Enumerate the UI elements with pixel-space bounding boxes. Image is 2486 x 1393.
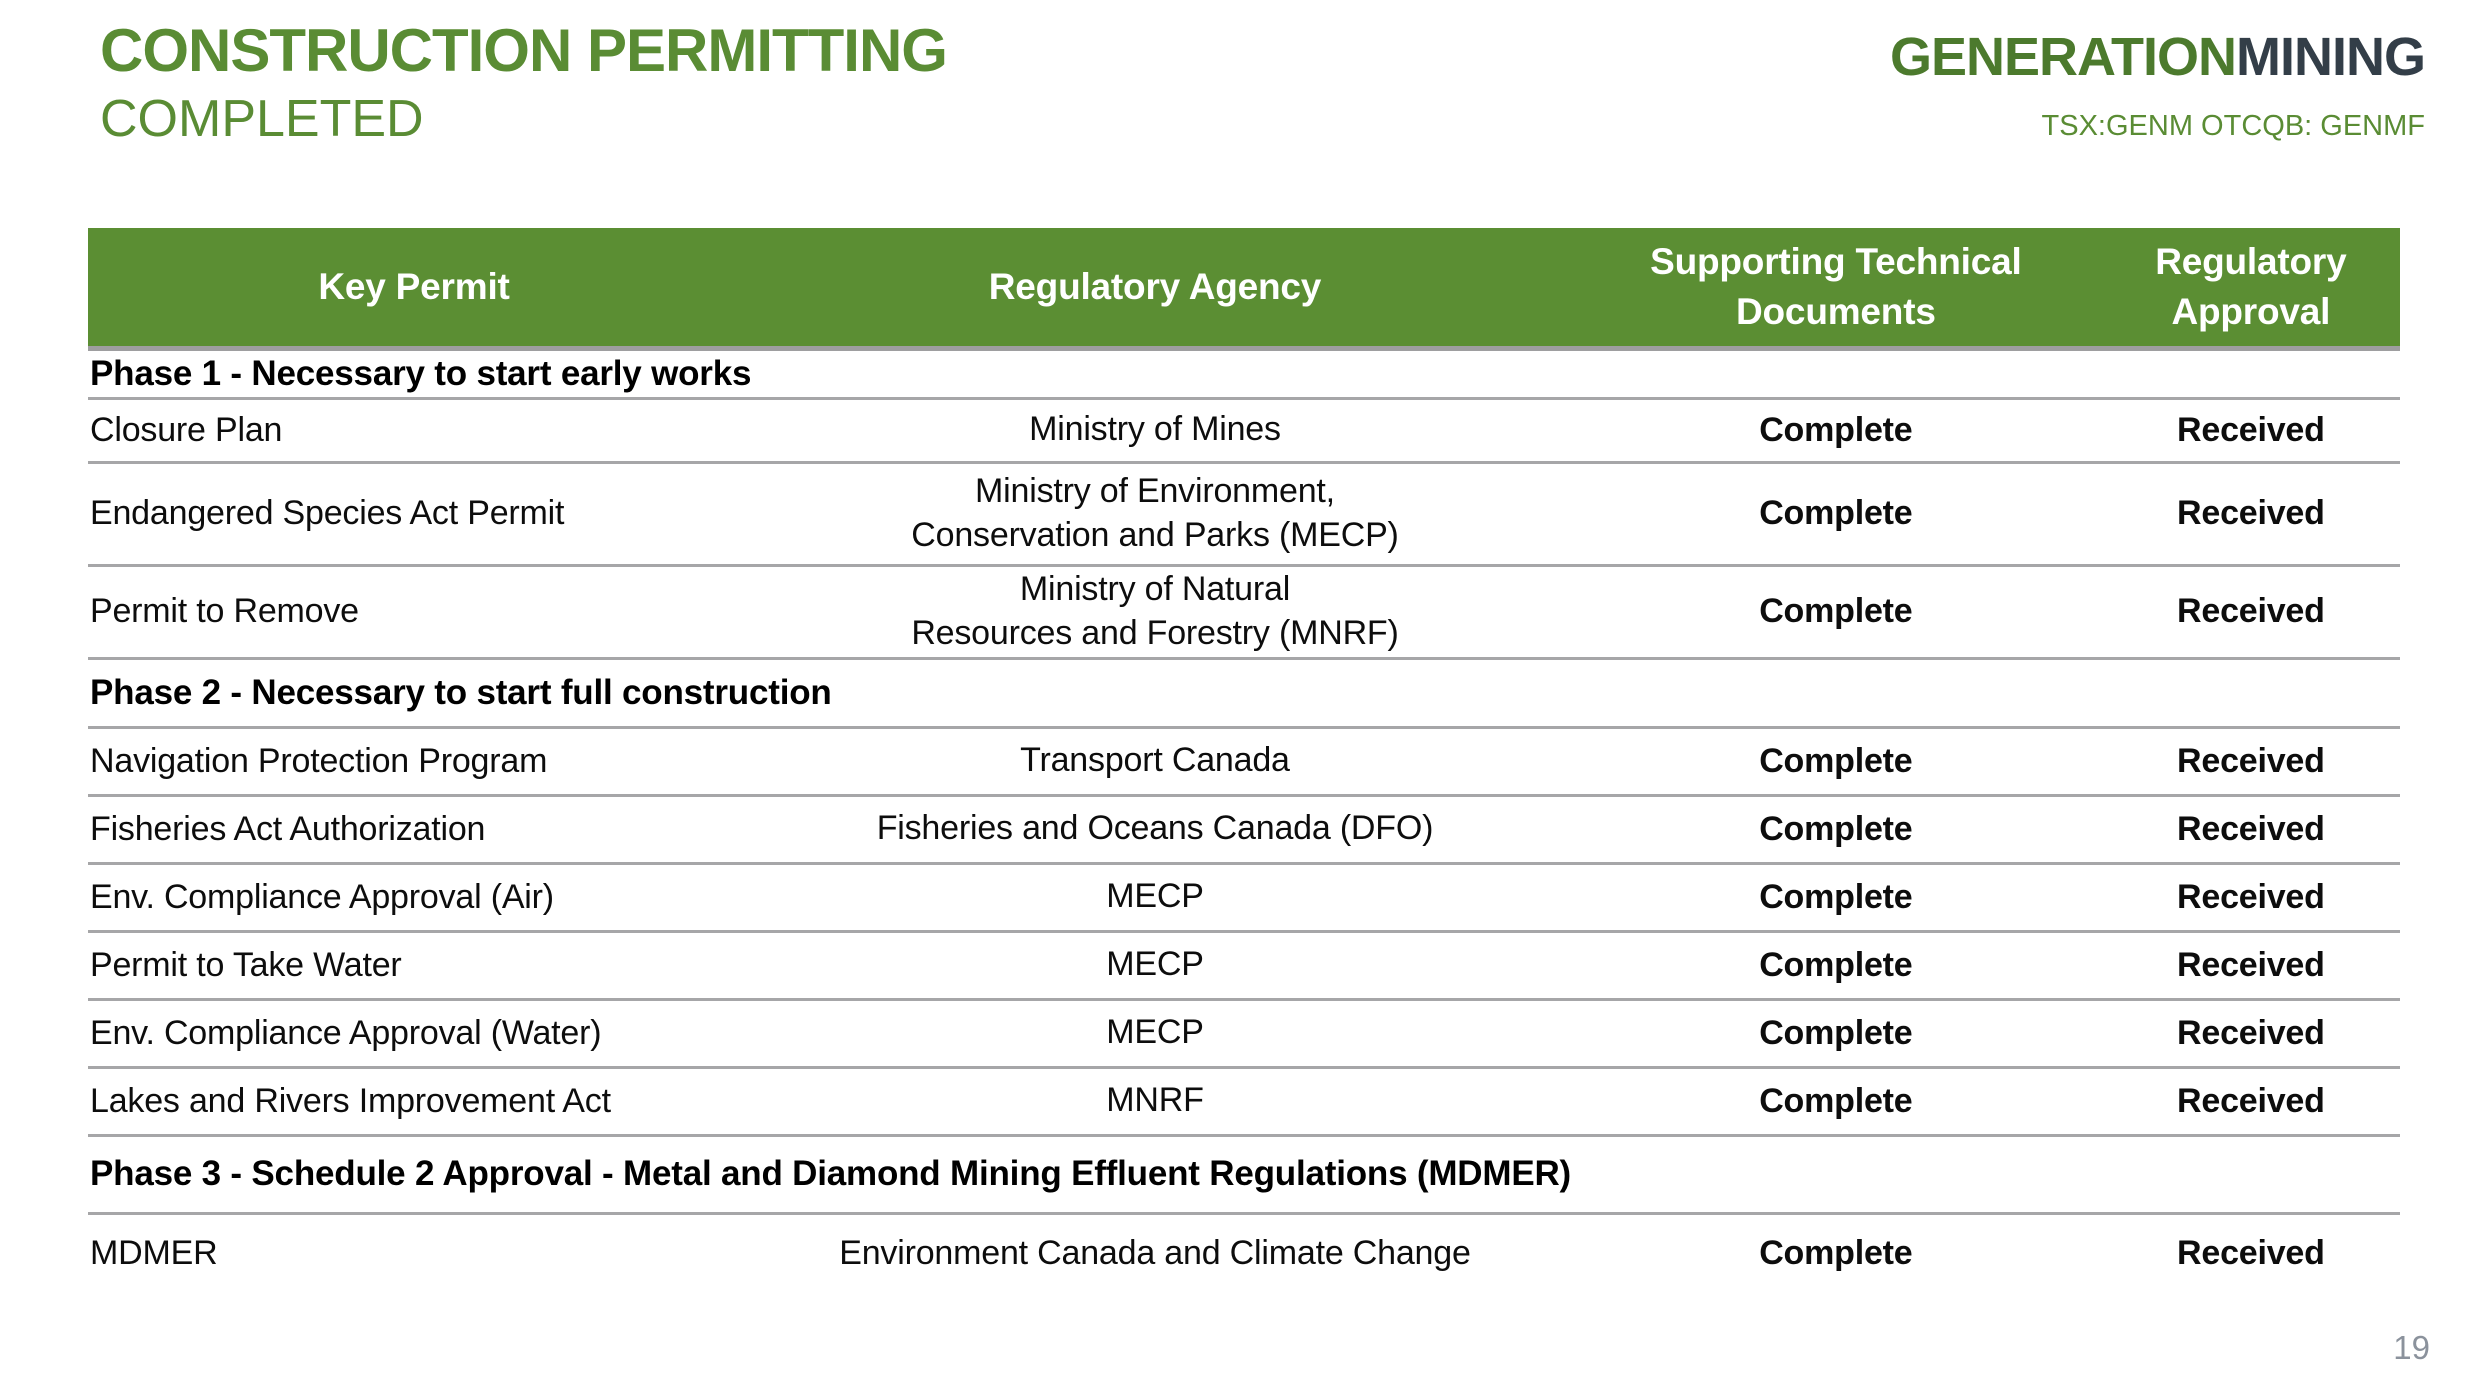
permit-name: Fisheries Act Authorization	[90, 809, 486, 848]
regulatory-agency: MECP	[1106, 945, 1204, 984]
brand-block: GENERATIONMINING TSX:GENM OTCQB: GENMF	[1889, 27, 2426, 143]
regulatory-agency: MECP	[1106, 1013, 1204, 1052]
approval-status: Received	[2177, 494, 2325, 532]
table-row-navigation-protection: Navigation Protection Program Transport …	[88, 727, 2400, 795]
approval-status: Received	[2177, 741, 2325, 780]
approval-status: Received	[2177, 410, 2325, 449]
column-header-regulatory-approval: Regulatory Approval	[2101, 228, 2400, 348]
permit-name: Env. Compliance Approval (Air)	[90, 877, 554, 916]
table-row-endangered-species: Endangered Species Act Permit Ministry o…	[88, 462, 2400, 565]
regulatory-agency: Ministry of Environment, Conservation an…	[911, 471, 1399, 554]
approval-status: Received	[2177, 1013, 2325, 1052]
approval-status: Received	[2177, 945, 2325, 984]
documents-status: Complete	[1759, 592, 1913, 630]
phase-2-label: Phase 2 - Necessary to start full constr…	[90, 672, 832, 712]
documents-status: Complete	[1759, 741, 1913, 780]
documents-status: Complete	[1759, 1013, 1913, 1052]
page-title: CONSTRUCTION PERMITTING	[100, 17, 948, 84]
phase-1-section-row: Phase 1 - Necessary to start early works	[88, 348, 2400, 398]
regulatory-agency: Ministry of Natural Resources and Forest…	[911, 569, 1399, 652]
documents-status: Complete	[1759, 410, 1913, 449]
documents-status: Complete	[1759, 877, 1913, 916]
documents-status: Complete	[1759, 1234, 1913, 1273]
regulatory-agency: MECP	[1106, 877, 1204, 916]
regulatory-agency: Fisheries and Oceans Canada (DFO)	[876, 809, 1434, 848]
page-number: 19	[2393, 1329, 2430, 1366]
documents-status: Complete	[1759, 1081, 1913, 1120]
page-subtitle: COMPLETED	[100, 90, 424, 148]
documents-status: Complete	[1759, 494, 1913, 532]
regulatory-agency: Environment Canada and Climate Change	[839, 1233, 1471, 1272]
documents-status: Complete	[1759, 809, 1913, 848]
approval-status: Received	[2177, 1081, 2325, 1120]
permit-name: MDMER	[90, 1234, 218, 1273]
approval-status: Received	[2177, 809, 2325, 848]
phase-2-section-row: Phase 2 - Necessary to start full constr…	[88, 658, 2400, 727]
phase-3-label: Phase 3 - Schedule 2 Approval - Metal an…	[90, 1154, 1571, 1193]
table-row-fisheries-act: Fisheries Act Authorization Fisheries an…	[88, 795, 2400, 863]
documents-status: Complete	[1759, 945, 1913, 984]
permit-name: Endangered Species Act Permit	[90, 494, 565, 532]
logo-generation-text: GENERATION	[1889, 27, 2237, 87]
permit-name: Permit to Remove	[90, 592, 359, 630]
table-row-lakes-and-rivers: Lakes and Rivers Improvement Act MNRF Co…	[88, 1067, 2400, 1135]
stock-ticker: TSX:GENM OTCQB: GENMF	[2041, 110, 2425, 142]
table-row-env-compliance-water: Env. Compliance Approval (Water) MECP Co…	[88, 999, 2400, 1067]
permit-name: Closure Plan	[90, 410, 283, 449]
phase-1-label: Phase 1 - Necessary to start early works	[90, 353, 752, 393]
column-header-supporting-technical-documents: Supporting Technical Documents	[1569, 228, 2102, 348]
table-row-permit-to-remove: Permit to Remove Ministry of Natural Res…	[88, 565, 2400, 658]
title-block: CONSTRUCTION PERMITTING COMPLETED	[100, 17, 948, 148]
permit-name: Permit to Take Water	[90, 945, 402, 984]
table-row-closure-plan: Closure Plan Ministry of Mines Complete …	[88, 398, 2400, 462]
column-header-regulatory-agency: Regulatory Agency	[739, 228, 1570, 348]
regulatory-agency: Ministry of Mines	[1029, 410, 1281, 449]
table-row-env-compliance-air: Env. Compliance Approval (Air) MECP Comp…	[88, 863, 2400, 931]
table-header-row: Key Permit Regulatory Agency Supporting …	[88, 228, 2400, 348]
approval-status: Received	[2177, 592, 2325, 630]
regulatory-agency: Transport Canada	[1020, 741, 1290, 780]
column-header-key-permit: Key Permit	[88, 228, 740, 348]
permit-name: Navigation Protection Program	[90, 741, 548, 780]
permit-name: Lakes and Rivers Improvement Act	[90, 1081, 611, 1120]
company-logo: GENERATIONMINING	[1889, 27, 2426, 87]
permit-name: Env. Compliance Approval (Water)	[90, 1013, 602, 1052]
approval-status: Received	[2177, 1234, 2325, 1273]
approval-status: Received	[2177, 877, 2325, 916]
regulatory-agency: MNRF	[1106, 1081, 1204, 1120]
phase-3-section-row: Phase 3 - Schedule 2 Approval - Metal an…	[88, 1135, 2400, 1213]
permits-table: Key Permit Regulatory Agency Supporting …	[88, 228, 2400, 1293]
logo-mining-text: MINING	[2236, 27, 2426, 87]
table-row-permit-to-take-water: Permit to Take Water MECP Complete Recei…	[88, 931, 2400, 999]
table-row-mdmer: MDMER Environment Canada and Climate Cha…	[88, 1213, 2400, 1293]
